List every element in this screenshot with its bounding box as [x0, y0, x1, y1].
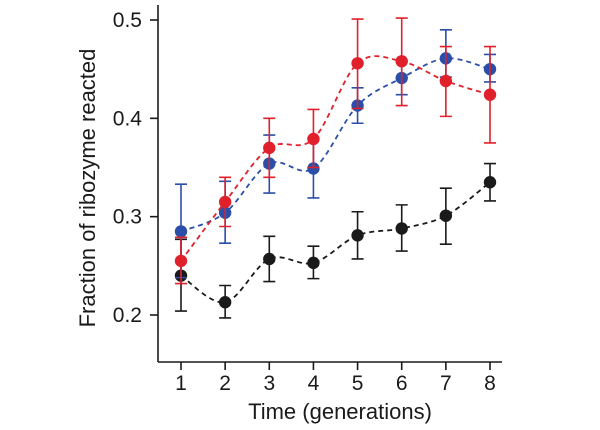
- data-point-black: [263, 252, 276, 266]
- data-point-red: [483, 88, 497, 101]
- x-tick-label: 4: [308, 372, 320, 395]
- data-point-red: [174, 254, 188, 268]
- y-tick-label: 0.2: [113, 304, 142, 327]
- data-point-black: [483, 176, 497, 189]
- data-point-black: [307, 256, 320, 270]
- x-ticks: 1 2 3 4 5 6 7 8: [175, 362, 496, 395]
- x-tick-label: 3: [263, 372, 275, 395]
- series-black: [174, 162, 497, 319]
- series-red: [174, 17, 497, 285]
- data-point-red: [395, 55, 408, 68]
- x-axis-label: Time (generations): [248, 399, 432, 424]
- y-tick-label: 0.5: [113, 9, 142, 32]
- series-blue: [174, 29, 497, 279]
- axes: [157, 5, 502, 363]
- x-tick-label: 8: [484, 372, 496, 395]
- data-point-black: [351, 229, 364, 242]
- x-tick-label: 1: [175, 372, 187, 395]
- x-tick-label: 6: [396, 372, 408, 395]
- data-point-black: [218, 296, 232, 309]
- series-layer: [174, 17, 497, 319]
- y-ticks: 0.2 0.3 0.4 0.5: [113, 9, 158, 327]
- x-tick-label: 2: [219, 372, 231, 395]
- y-axis-label: Fraction of ribozyme reacted: [75, 49, 100, 328]
- data-point-blue: [307, 162, 320, 175]
- data-point-red: [351, 57, 364, 70]
- x-tick-label: 5: [352, 372, 364, 395]
- data-point-black: [439, 209, 453, 222]
- data-point-blue: [174, 225, 188, 238]
- x-tick-label: 7: [440, 372, 452, 395]
- series-line-red: [180, 55, 491, 262]
- data-point-black: [395, 222, 408, 235]
- data-point-red: [439, 74, 453, 88]
- data-point-red: [218, 195, 232, 209]
- data-point-red: [263, 141, 276, 155]
- data-point-red: [307, 132, 320, 146]
- y-tick-label: 0.4: [113, 107, 143, 130]
- y-tick-label: 0.3: [113, 206, 142, 229]
